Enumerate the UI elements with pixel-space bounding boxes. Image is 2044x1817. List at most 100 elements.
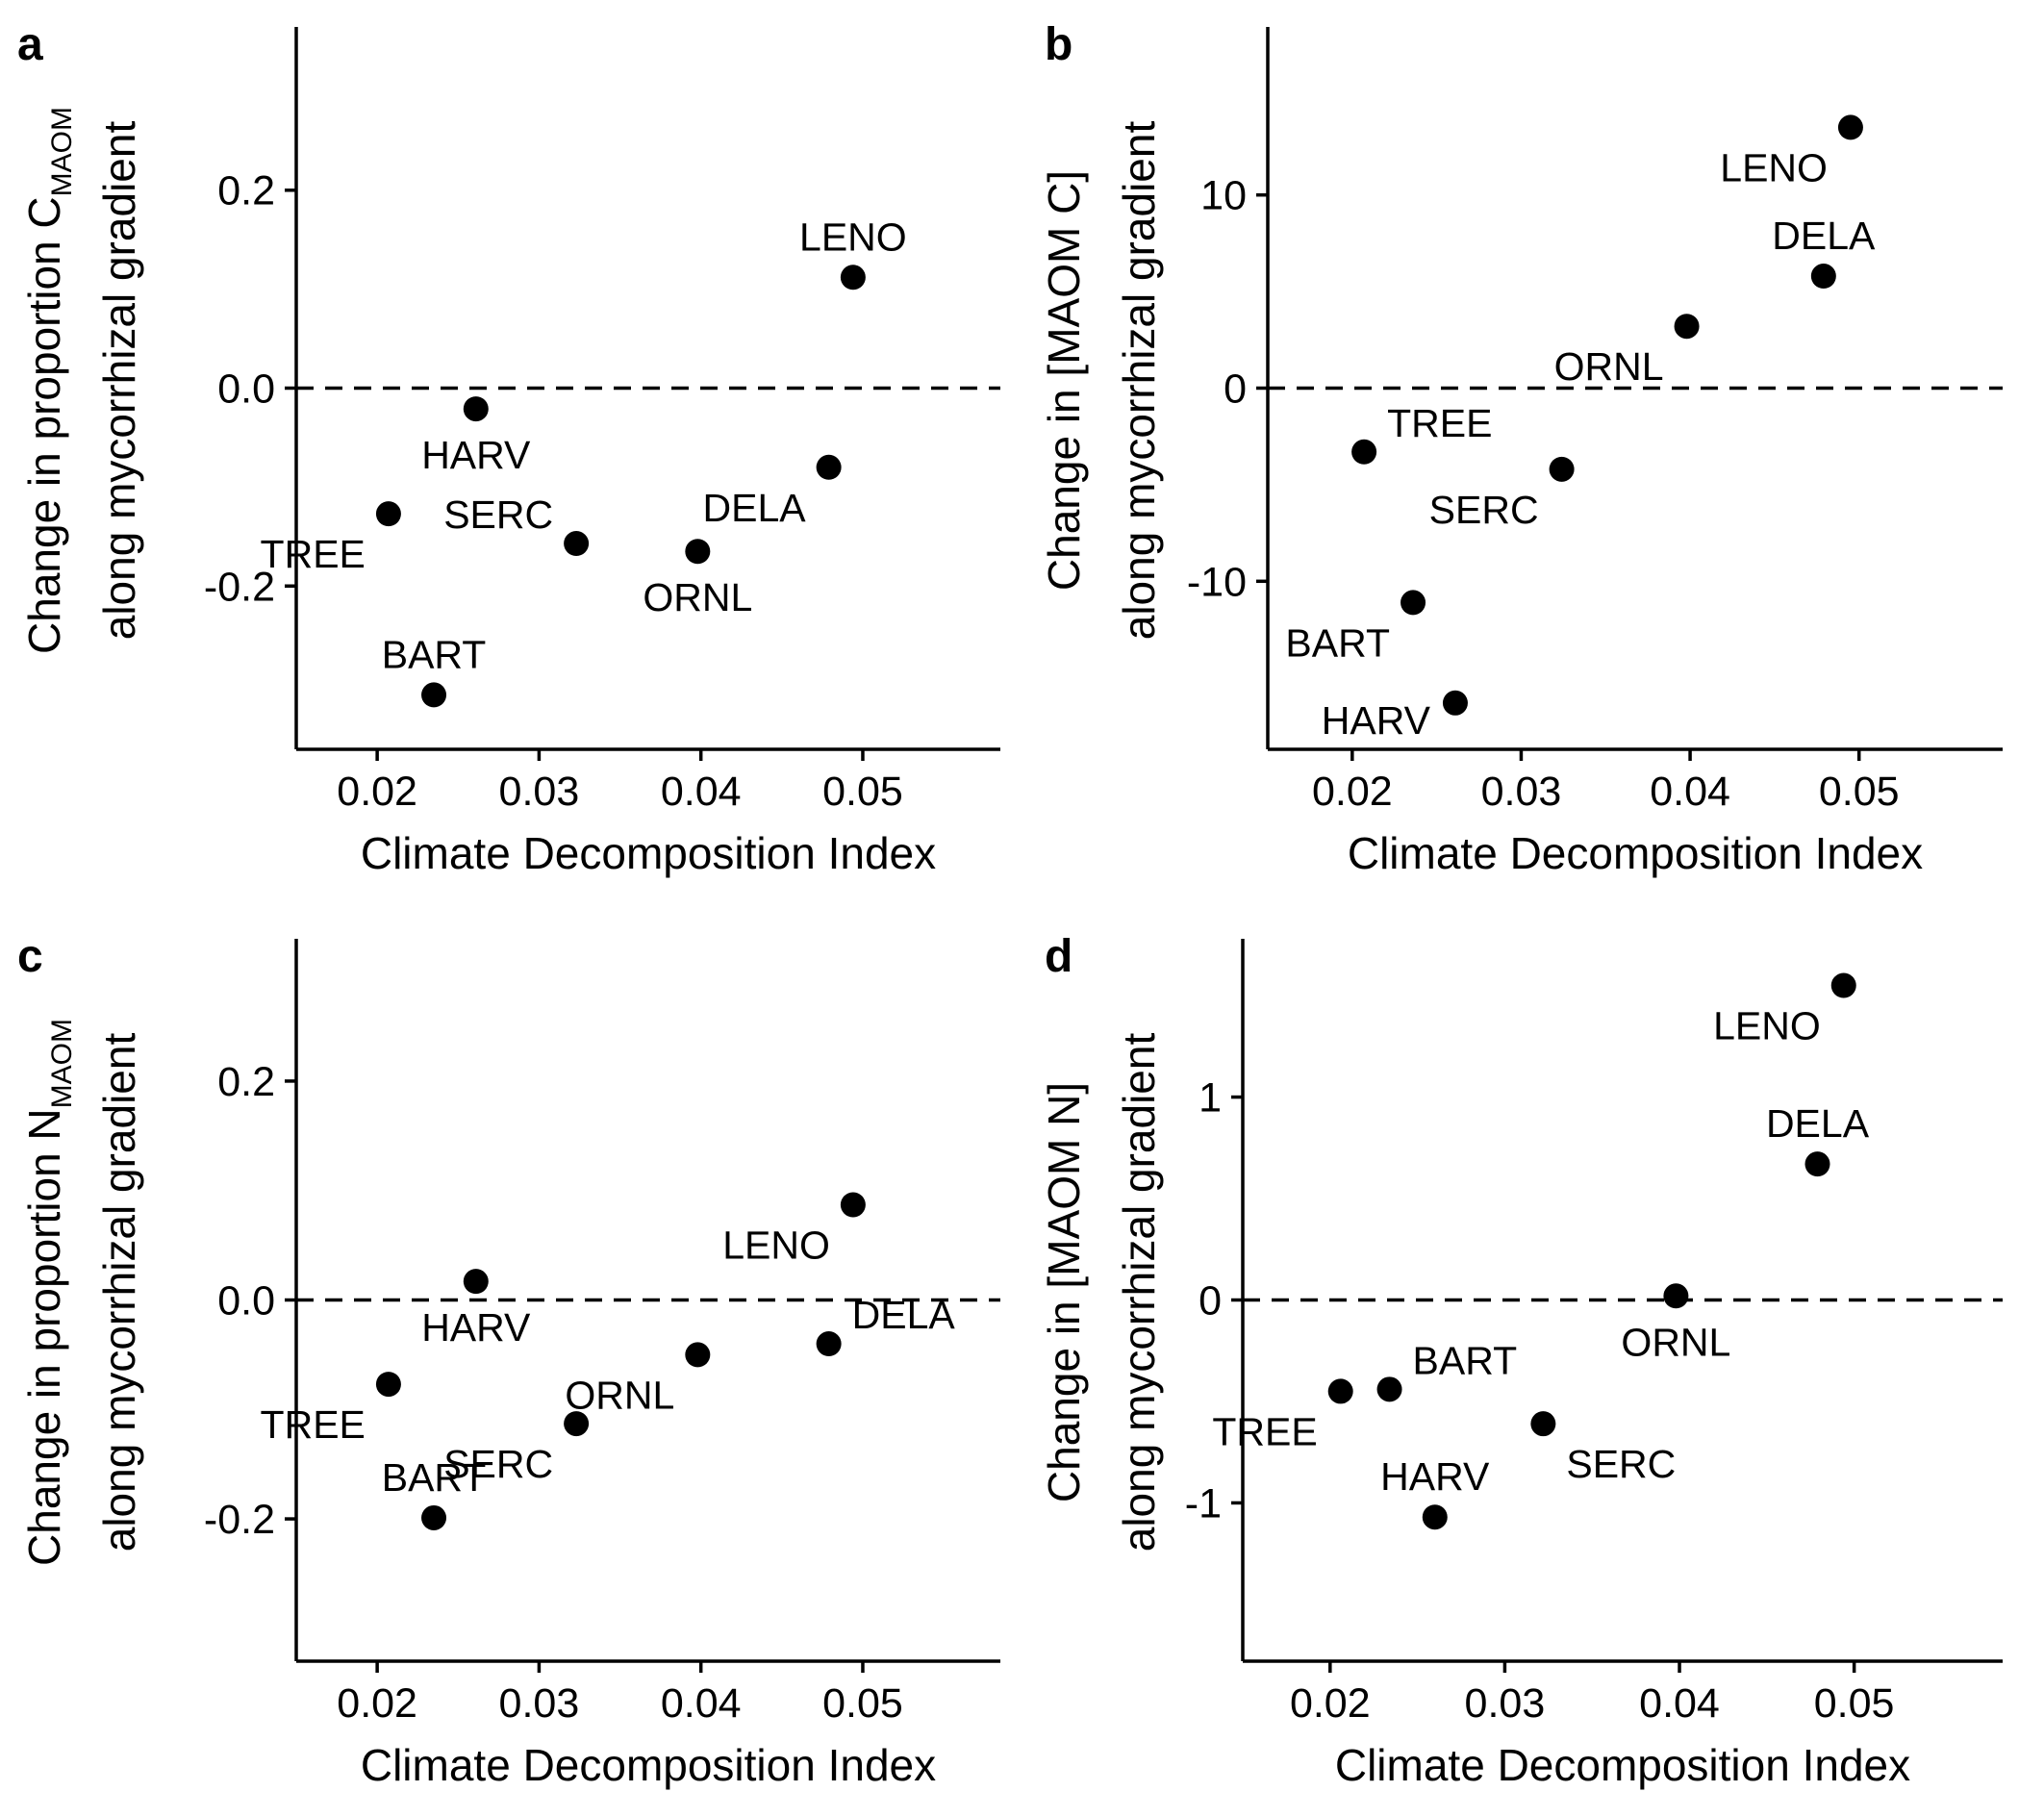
point-label-leno: LENO: [799, 215, 907, 259]
point-label-harv: HARV: [1380, 1454, 1490, 1499]
y-axis-title-line2: along mycorrhizal gradient: [1114, 121, 1164, 641]
x-axis-title: Climate Decomposition Index: [1335, 1740, 1910, 1790]
y-tick-label: 0: [1224, 366, 1247, 413]
point-label-dela: DELA: [1766, 1101, 1870, 1146]
y-axis-title-line1: Change in proportion CMAOM: [19, 107, 78, 654]
y-tick-label: 0.2: [217, 1059, 275, 1105]
point-label-dela: DELA: [1772, 214, 1876, 258]
panel-b: 0.02 0.03 0.04 0.05 -10 0 10 Climate Decomposit…: [1039, 19, 2003, 878]
data-point-serc: [1549, 456, 1575, 482]
x-axis-title: Climate Decomposition Index: [1348, 828, 1923, 878]
data-point-serc: [564, 531, 590, 557]
x-tick-label: 0.02: [337, 1680, 417, 1727]
y-axis-title-main: Change in proportion C: [19, 196, 69, 654]
x-tick-label: 0.03: [1481, 769, 1562, 815]
panel-letter: b: [1045, 19, 1072, 70]
data-point-tree: [1327, 1378, 1353, 1404]
panel-letter: d: [1045, 931, 1072, 982]
x-axis-title: Climate Decomposition Index: [361, 1740, 936, 1790]
x-tick-label: 0.04: [661, 1680, 742, 1727]
y-axis-title-line1: Change in [MAOM N]: [1039, 1082, 1089, 1502]
point-label-serc: SERC: [443, 1442, 553, 1486]
x-tick-label: 0.04: [1650, 769, 1730, 815]
data-point-tree: [375, 1372, 401, 1398]
x-tick-label: 0.02: [1312, 769, 1393, 815]
point-label-ornl: ORNL: [1621, 1320, 1730, 1364]
point-label-leno: LENO: [1713, 1004, 1821, 1048]
y-tick-label: -1: [1185, 1480, 1222, 1527]
x-tick-label: 0.05: [1819, 769, 1900, 815]
data-point-dela: [1804, 1151, 1830, 1177]
point-label-serc: SERC: [443, 492, 553, 537]
point-label-bart: BART: [1413, 1338, 1518, 1382]
y-axis-title-subscript: MAOM: [46, 107, 78, 196]
point-label-ornl: ORNL: [565, 1373, 674, 1417]
data-point-harv: [1422, 1504, 1448, 1530]
data-point-bart: [1401, 590, 1426, 616]
data-point-leno: [840, 1192, 866, 1218]
x-tick-label: 0.05: [822, 769, 903, 815]
data-point-serc: [1530, 1411, 1556, 1437]
panel-d: 0.02 0.03 0.04 0.05 -1 0 1 Climate Decompositio…: [1039, 931, 2003, 1790]
x-tick-label: 0.02: [337, 769, 417, 815]
data-point-ornl: [1663, 1283, 1689, 1309]
point-label-ornl: ORNL: [1554, 344, 1664, 389]
data-point-leno: [1830, 972, 1856, 998]
point-label-tree: TREE: [261, 1402, 366, 1447]
x-tick-label: 0.04: [1639, 1680, 1720, 1727]
point-label-harv: HARV: [421, 433, 531, 477]
x-tick-label: 0.03: [1465, 1680, 1546, 1727]
x-tick-label: 0.04: [661, 769, 742, 815]
x-tick-label: 0.03: [499, 769, 580, 815]
y-axis-title-subscript: MAOM: [46, 1019, 78, 1108]
data-point-leno: [840, 265, 866, 290]
point-label-harv: HARV: [1322, 698, 1431, 743]
y-axis-title-line2: along mycorrhizal gradient: [94, 1033, 144, 1552]
point-label-serc: SERC: [1566, 1442, 1676, 1486]
x-tick-label: 0.03: [499, 1680, 580, 1727]
data-point-ornl: [685, 1342, 711, 1368]
point-label-dela: DELA: [703, 486, 807, 530]
y-tick-label: 0.0: [217, 366, 275, 413]
y-tick-label: 0: [1199, 1278, 1222, 1325]
data-point-bart: [421, 682, 447, 708]
x-tick-label: 0.02: [1290, 1680, 1371, 1727]
data-point-bart: [421, 1504, 447, 1530]
x-axis-title: Climate Decomposition Index: [361, 828, 936, 878]
data-point-dela: [816, 1331, 842, 1357]
point-label-tree: TREE: [261, 532, 366, 576]
y-tick-label: 0.2: [217, 168, 275, 215]
y-axis-title-line1: Change in proportion NMAOM: [19, 1019, 78, 1566]
data-point-bart: [1376, 1376, 1402, 1402]
data-point-serc: [564, 1411, 590, 1437]
x-tick-label: 0.05: [822, 1680, 903, 1727]
x-tick-label: 0.05: [1814, 1680, 1895, 1727]
data-point-tree: [1351, 439, 1377, 465]
y-tick-label: 10: [1200, 173, 1247, 219]
y-axis-title-line2: along mycorrhizal gradient: [1114, 1033, 1164, 1552]
panel-letter: c: [17, 931, 43, 982]
data-point-dela: [816, 454, 842, 480]
point-label-bart: BART: [1285, 620, 1390, 665]
point-label-bart: BART: [382, 1455, 487, 1500]
y-axis-title-main: Change in proportion N: [19, 1108, 69, 1566]
point-label-bart: BART: [382, 632, 487, 676]
panel-c: 0.02 0.03 0.04 0.05 -0.2 0.0 0.2 Climate Decomp…: [17, 931, 1000, 1790]
y-tick-label: 0.0: [217, 1278, 275, 1325]
point-label-ornl: ORNL: [643, 575, 752, 619]
point-label-tree: TREE: [1387, 401, 1492, 445]
y-axis-title-line1: Change in [MAOM C]: [1039, 170, 1089, 591]
y-tick-label: -0.2: [204, 564, 275, 610]
data-point-ornl: [1674, 314, 1700, 340]
point-label-leno: LENO: [722, 1224, 830, 1268]
point-label-leno: LENO: [1720, 145, 1828, 189]
point-label-serc: SERC: [1429, 488, 1539, 532]
data-point-ornl: [685, 539, 711, 565]
y-axis-title-line2: along mycorrhizal gradient: [94, 121, 144, 641]
data-point-harv: [463, 1269, 489, 1295]
data-point-harv: [1442, 690, 1468, 716]
panel-letter: a: [17, 19, 43, 70]
point-label-dela: DELA: [852, 1293, 956, 1337]
data-point-harv: [463, 396, 489, 422]
